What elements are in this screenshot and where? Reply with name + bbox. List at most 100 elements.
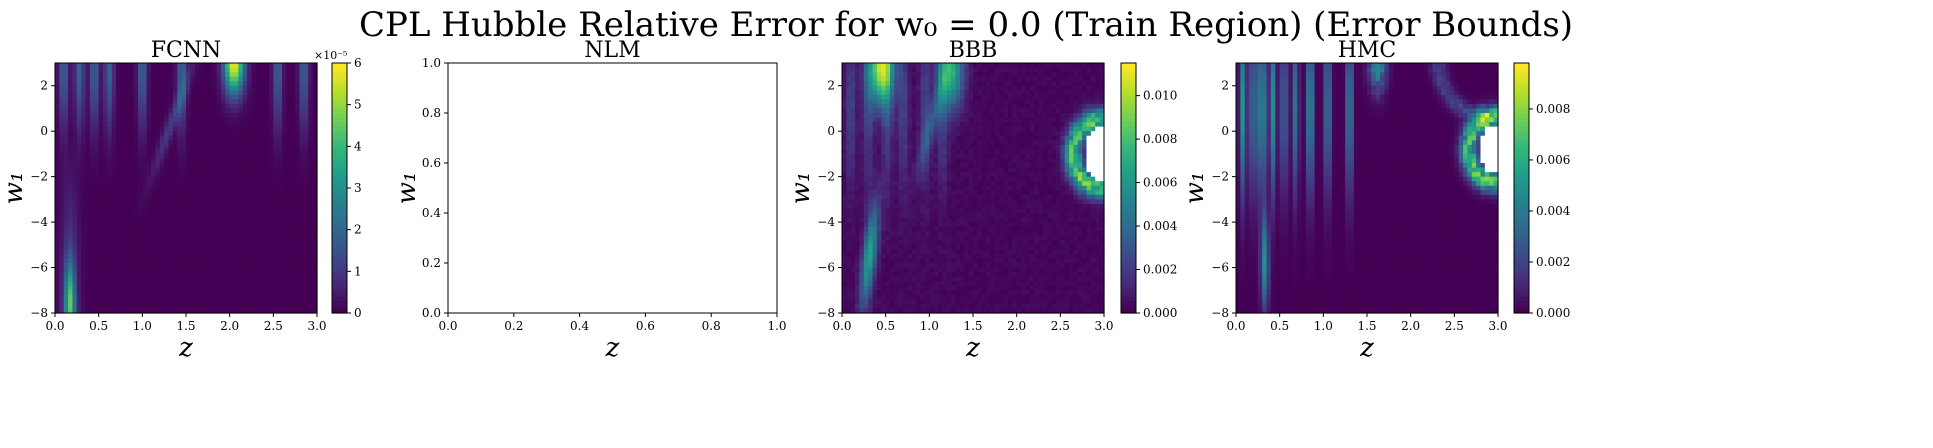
heatmap-cell (951, 194, 957, 200)
heatmap-cell (959, 76, 965, 82)
colorbar-segment (332, 63, 347, 68)
heatmap-cell (946, 122, 952, 128)
heatmap-cell (898, 103, 904, 110)
heatmap-cell (247, 185, 253, 191)
heatmap-cell (946, 258, 952, 264)
heatmap-cell (247, 194, 253, 200)
heatmap-cell (268, 276, 274, 282)
heatmap-cell (938, 72, 944, 78)
heatmap-cell (72, 249, 78, 255)
heatmap-cell (55, 167, 60, 173)
heatmap-cell (186, 290, 191, 296)
heatmap-cell (168, 108, 174, 114)
heatmap-cell (212, 194, 218, 200)
heatmap-cell (181, 231, 187, 237)
heatmap-cell (286, 258, 292, 264)
heatmap-cell (142, 285, 148, 291)
heatmap-cell (868, 135, 874, 141)
heatmap-cell (207, 285, 213, 291)
heatmap-cell (124, 181, 130, 187)
heatmap-cell (907, 181, 913, 187)
heatmap-cell (855, 167, 861, 173)
heatmap-cell (216, 226, 222, 232)
heatmap-cell (203, 149, 209, 155)
heatmap-cell (286, 272, 292, 278)
heatmap-cell (933, 108, 939, 114)
heatmap-cell (885, 222, 891, 228)
heatmap-cell (881, 108, 887, 114)
heatmap-cell (303, 99, 309, 105)
heatmap-cell (303, 85, 309, 91)
heatmap-cell (911, 290, 917, 296)
heatmap-cell (137, 226, 143, 232)
heatmap-cell (120, 113, 126, 119)
heatmap-cell (916, 308, 922, 314)
heatmap-cell (282, 231, 288, 237)
heatmap-cell (124, 172, 130, 178)
heatmap-cell (282, 213, 288, 219)
heatmap-cell (299, 299, 305, 305)
heatmap-cell (299, 203, 305, 210)
heatmap-cell (159, 94, 165, 100)
heatmap-cell (850, 190, 856, 196)
heatmap-cell (81, 176, 87, 182)
heatmap-cell (220, 149, 226, 155)
heatmap-cell (124, 158, 130, 164)
heatmap-cell (872, 267, 878, 273)
heatmap-cell (303, 67, 309, 73)
heatmap-cell (151, 63, 157, 69)
heatmap-cell (924, 153, 930, 160)
heatmap-cell (155, 203, 161, 210)
heatmap-cell (76, 244, 82, 250)
heatmap-cell (89, 76, 95, 82)
heatmap-cell (872, 67, 878, 73)
y-axis-label: w₁ (392, 172, 422, 205)
heatmap-cell (129, 90, 135, 96)
heatmap-cell (129, 181, 135, 187)
heatmap-cell (242, 253, 248, 260)
heatmap-cell (876, 285, 882, 291)
heatmap-cell (164, 276, 170, 282)
heatmap-cell (247, 153, 253, 160)
heatmap-cell (129, 263, 135, 269)
heatmap-cell (85, 231, 91, 237)
heatmap-cell (881, 113, 887, 119)
heatmap-cell (151, 67, 157, 73)
heatmap-cell (299, 176, 305, 182)
heatmap-cell (876, 303, 882, 310)
heatmap-cell (234, 281, 239, 287)
heatmap-cell (220, 90, 226, 96)
heatmap-cell (251, 113, 257, 119)
heatmap-cell (203, 194, 209, 200)
heatmap-cell (855, 240, 861, 246)
heatmap-cell (212, 213, 218, 219)
heatmap-cell (859, 226, 865, 232)
heatmap-cell (842, 276, 847, 282)
heatmap-cell (264, 263, 270, 269)
x-tick-label: 1.0 (767, 319, 786, 333)
heatmap-cell (916, 185, 922, 191)
heatmap-cell (111, 85, 117, 91)
heatmap-cell (924, 299, 930, 305)
heatmap-cell (146, 103, 152, 110)
heatmap-cell (295, 185, 301, 191)
heatmap-cell (850, 153, 856, 160)
heatmap-cell (238, 294, 244, 300)
heatmap-cell (876, 276, 882, 282)
heatmap-cell (203, 281, 209, 287)
heatmap-cell (207, 253, 213, 260)
heatmap-cell (951, 235, 957, 241)
heatmap-cell (312, 190, 318, 196)
heatmap-cell (190, 85, 196, 91)
heatmap-cell (164, 85, 170, 91)
heatmap-cell (168, 163, 174, 169)
heatmap-cell (72, 190, 78, 196)
heatmap-cell (81, 85, 87, 91)
heatmap-cell (72, 108, 78, 114)
heatmap-cell (286, 290, 292, 296)
heatmap-cell (946, 190, 952, 196)
heatmap-cell (81, 222, 87, 228)
heatmap-cell (229, 76, 235, 82)
heatmap-cell (168, 231, 174, 237)
